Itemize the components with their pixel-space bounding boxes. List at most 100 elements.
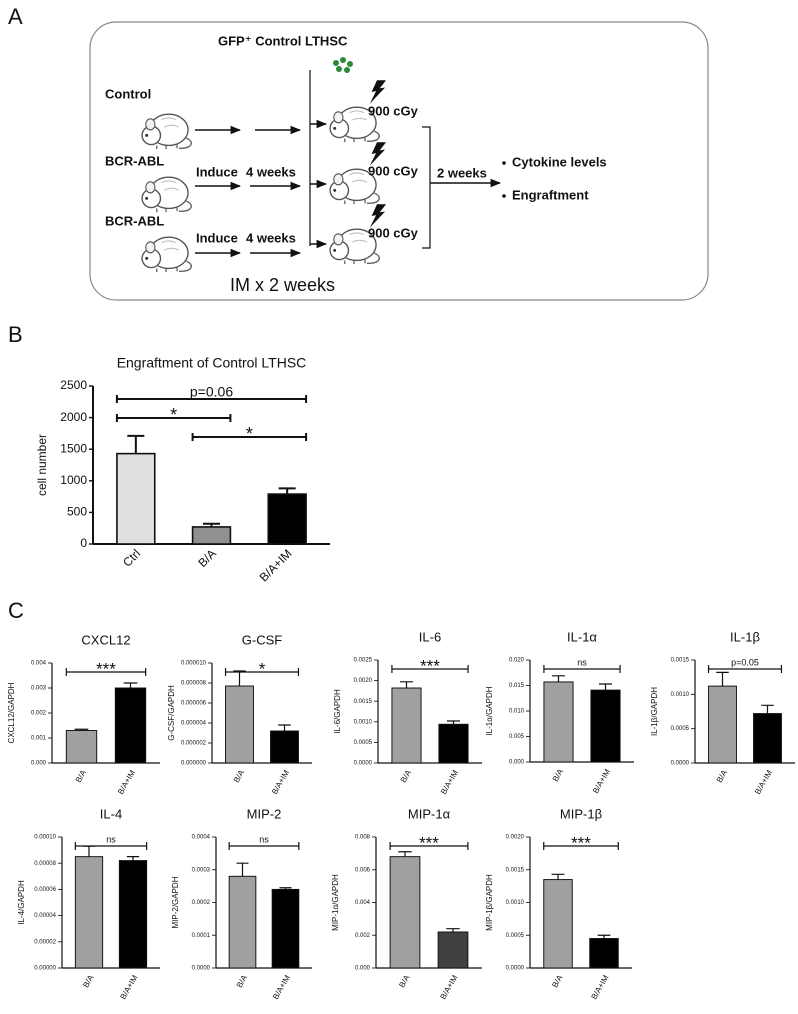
y-axis-label: MIP-2/GAPDH — [171, 876, 180, 928]
x-tick-label: B/A — [81, 973, 96, 989]
row-label: BCR-ABL — [105, 213, 164, 228]
x-tick-label: B/A+IM — [257, 546, 295, 584]
significance-label: * — [246, 424, 253, 444]
bar — [590, 689, 621, 763]
chart-title: IL-1β — [730, 629, 760, 644]
y-tick-label: 2000 — [60, 410, 87, 424]
y-tick-label: 0.008 — [355, 835, 371, 841]
wait-label: 2 weeks — [437, 165, 487, 180]
y-tick-label: 0.002 — [31, 711, 47, 717]
bar — [389, 856, 421, 969]
significance-label: p=0.06 — [190, 384, 233, 400]
outcome: Engraftment — [512, 187, 589, 202]
bar — [708, 685, 737, 764]
panel-label: C — [8, 598, 24, 623]
y-tick-label: 0.0001 — [192, 933, 211, 939]
y-tick-label: 0.005 — [509, 734, 525, 740]
y-tick-label: 0.0015 — [671, 658, 690, 664]
y-tick-label: 1000 — [60, 473, 87, 487]
y-axis-label: CXCL12/GAPDH — [7, 682, 16, 743]
bar — [267, 493, 307, 545]
significance-label: ns — [259, 834, 269, 844]
chart-title: G-CSF — [242, 632, 283, 647]
irradiation-icon — [369, 204, 386, 228]
bar — [437, 931, 469, 969]
row-label: Control — [105, 86, 151, 101]
step-label: 4 weeks — [246, 164, 296, 179]
significance-bracket — [543, 665, 621, 673]
x-tick-label: B/A+IM — [119, 973, 140, 1001]
error-bar — [233, 670, 246, 686]
y-tick-label: 0.000010 — [181, 661, 207, 667]
error-bar — [82, 845, 96, 857]
y-tick-label: 0.0002 — [192, 900, 211, 906]
significance-label: *** — [96, 659, 116, 678]
y-axis-label: MIP-1α/GAPDH — [331, 874, 340, 931]
irradiation-icon — [369, 80, 386, 104]
y-tick-label: 0.00010 — [34, 835, 56, 841]
bar — [228, 875, 257, 969]
y-tick-label: 0.000 — [355, 966, 371, 972]
y-tick-label: 0.020 — [509, 658, 525, 664]
cell-dots — [333, 57, 353, 73]
chart-title: MIP-1α — [408, 806, 451, 821]
bar — [116, 452, 156, 545]
significance-bracket — [391, 665, 469, 673]
x-tick-label: B/A+IM — [270, 768, 291, 796]
y-axis-label: G-CSF/GAPDH — [167, 685, 176, 741]
y-tick-label: 0.00000 — [34, 966, 56, 972]
x-tick-label: B/A — [397, 973, 412, 989]
y-axis-label: MIP-1β/GAPDH — [485, 874, 494, 931]
chart-title: MIP-2 — [247, 806, 282, 821]
bar — [270, 730, 299, 764]
x-tick-label: B/A+IM — [439, 768, 460, 796]
bar — [271, 888, 300, 969]
y-tick-label: 0.0020 — [354, 678, 373, 684]
y-tick-label: 0.000008 — [181, 681, 207, 687]
panel-label: B — [8, 322, 23, 347]
y-tick-label: 0.0010 — [354, 719, 373, 725]
chart-title: IL-1α — [567, 629, 597, 644]
error-bar — [278, 724, 291, 731]
error-bar — [597, 934, 611, 939]
mouse-icon — [141, 113, 193, 150]
error-bar — [278, 487, 296, 495]
error-bar — [446, 928, 460, 932]
dose-label: 900 cGy — [368, 163, 419, 178]
significance-bracket — [115, 395, 308, 403]
error-bar — [761, 704, 774, 714]
significance-label: *** — [571, 833, 591, 852]
y-tick-label: 0.006 — [355, 867, 371, 873]
error-bar — [551, 675, 566, 682]
y-tick-label: 0.0004 — [192, 835, 211, 841]
y-tick-label: 0.0010 — [506, 900, 525, 906]
bar — [391, 687, 422, 764]
x-tick-label: B/A — [399, 768, 414, 784]
chart-title: Engraftment of Control LTHSC — [117, 355, 307, 371]
y-tick-label: 0.0005 — [506, 933, 525, 939]
bar — [191, 526, 232, 545]
y-axis-label: cell number — [35, 434, 49, 496]
error-bar — [127, 434, 145, 454]
y-tick-label: 0.00008 — [34, 861, 56, 867]
bar — [589, 938, 619, 969]
error-bar — [123, 682, 138, 688]
y-tick-label: 0.0000 — [354, 761, 373, 767]
bar — [225, 685, 254, 764]
y-tick-label: 0.000004 — [181, 721, 207, 727]
error-bar — [551, 873, 565, 880]
step-label: Induce — [196, 164, 238, 179]
error-bar — [399, 681, 414, 689]
significance-bracket — [228, 842, 300, 850]
dose-label: 900 cGy — [368, 103, 419, 118]
y-tick-label: 0.000006 — [181, 701, 207, 707]
x-tick-label: B/A — [550, 973, 565, 989]
dose-label: 900 cGy — [368, 225, 419, 240]
bar — [114, 687, 147, 764]
error-bar — [446, 720, 461, 725]
chart-title: CXCL12 — [81, 632, 130, 647]
bar — [543, 879, 573, 969]
y-tick-label: 0 — [80, 536, 87, 550]
bullet — [502, 194, 506, 198]
significance-bracket — [74, 842, 148, 850]
